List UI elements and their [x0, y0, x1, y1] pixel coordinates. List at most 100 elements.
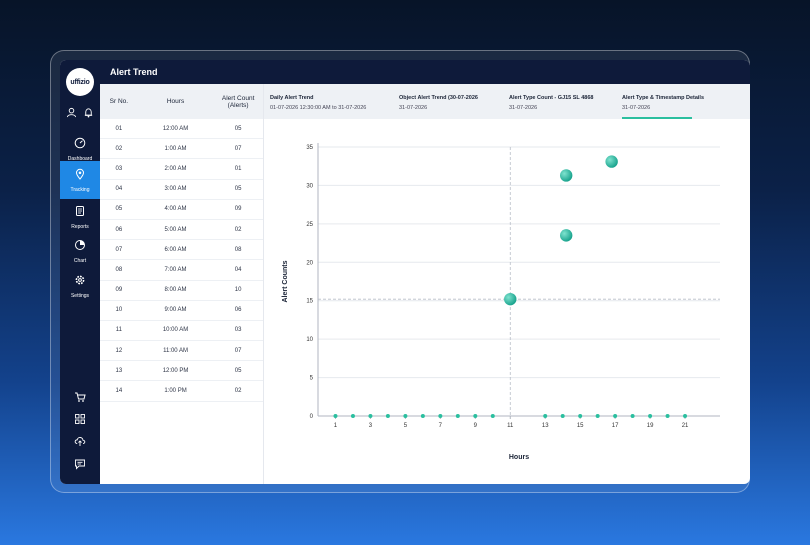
column-header[interactable]: Hours [166, 98, 185, 105]
table-row[interactable]: 02 1:00 AM 07 [100, 139, 263, 160]
logo: uffizio [66, 68, 94, 96]
data-point [683, 414, 688, 418]
table-row[interactable]: 06 5:00 AM 02 [100, 220, 263, 241]
table-cell: 01 [234, 165, 242, 172]
table-cell: 14 [115, 388, 123, 395]
x-tick-label: 9 [474, 423, 478, 429]
table-cell: 12 [115, 347, 123, 354]
x-tick-label: 15 [577, 423, 584, 429]
table-cell: 5:00 AM [164, 226, 187, 233]
table-row[interactable]: 09 8:00 AM 10 [100, 281, 263, 301]
table-row[interactable]: 05 4:00 AM 09 [100, 200, 263, 220]
sidebar-item-settings[interactable]: Settings [60, 271, 100, 301]
tab-title: Daily Alert Trend [270, 95, 314, 101]
user-icon[interactable] [66, 105, 77, 123]
sidebar-item-chart[interactable]: Chart [60, 236, 100, 266]
tab-title: Object Alert Trend (30-07-2026 [399, 95, 478, 101]
x-tick-label: 17 [612, 423, 619, 429]
bell-icon[interactable] [83, 105, 94, 123]
tab-alert-type-count[interactable]: Alert Type Count - GJ15 SL 4868 31-07-20… [509, 93, 593, 113]
data-point [350, 414, 355, 418]
column-header[interactable]: Sr No. [109, 98, 129, 105]
table-row[interactable]: 11 10:00 AM 03 [100, 321, 263, 342]
data-point [630, 414, 635, 418]
table-cell: 06 [234, 307, 242, 314]
data-point-highlight [605, 155, 618, 168]
y-tick-label: 10 [306, 337, 313, 343]
tab-alert-type-timestamp[interactable]: Alert Type & Timestamp Details 31-07-202… [622, 93, 704, 113]
table-cell: 05 [234, 367, 242, 374]
document-icon [74, 204, 86, 222]
table-cell: 13 [115, 367, 123, 374]
table-cell: 07 [115, 246, 123, 253]
table-cell: 12:00 AM [162, 125, 189, 132]
table-row[interactable]: 04 3:00 AM 05 [100, 180, 263, 200]
table-row[interactable]: 14 1:00 PM 02 [100, 381, 263, 402]
table-cell: 02 [234, 388, 242, 395]
y-tick-label: 30 [306, 183, 313, 189]
grid-icon[interactable] [74, 412, 86, 424]
table-cell: 08 [234, 246, 242, 253]
table-cell: 7:00 AM [164, 266, 187, 273]
table-cell: 01 [115, 125, 123, 132]
alert-table: Sr No. Hours Alert Count (Alerts) 01 12:0… [100, 84, 264, 484]
cloud-upload-icon[interactable] [74, 434, 86, 446]
speedometer-icon [74, 136, 86, 154]
sidebar-item-tracking[interactable]: Tracking [60, 161, 100, 199]
tab-subtitle: 01-07-2026 12:30:00 AM to 31-07-2026 [270, 105, 367, 111]
tab-subtitle: 31-07-2026 [622, 105, 651, 111]
table-row[interactable]: 12 11:00 AM 07 [100, 341, 263, 362]
table-cell: 1:00 AM [164, 145, 187, 152]
y-axis-label: Alert Counts [282, 260, 289, 302]
app-window: uffizio Dashboard Tracking R [60, 60, 750, 484]
table-row[interactable]: 03 2:00 AM 01 [100, 159, 263, 180]
y-tick-label: 5 [310, 376, 314, 382]
table-cell: 03 [234, 327, 242, 334]
table-row[interactable]: 01 12:00 AM 05 [100, 119, 263, 140]
y-tick-label: 20 [306, 260, 313, 266]
data-point [333, 414, 338, 418]
data-point [560, 414, 565, 418]
tab-bar: Daily Alert Trend 01-07-2026 12:30:00 AM… [264, 84, 750, 119]
tab-subtitle: 31-07-2026 [399, 105, 428, 111]
data-point [648, 414, 653, 418]
data-point-highlight [559, 229, 573, 242]
data-point [455, 414, 460, 418]
table-cell: 4:00 AM [164, 206, 187, 213]
data-point [420, 414, 425, 418]
pie-chart-icon [74, 238, 86, 256]
tab-daily-alert-trend[interactable]: Daily Alert Trend 01-07-2026 12:30:00 AM… [270, 93, 366, 113]
table-row[interactable]: 10 9:00 AM 06 [100, 301, 263, 321]
y-tick-label: 0 [310, 414, 314, 420]
data-point-highlight [504, 292, 517, 306]
sidebar-item-label: Dashboard [67, 156, 93, 162]
gear-icon [74, 273, 86, 291]
table-cell: 02 [115, 145, 123, 152]
x-tick-label: 5 [404, 423, 408, 429]
chat-icon[interactable] [74, 457, 86, 470]
table-row[interactable]: 13 12:00 PM 05 [100, 361, 263, 382]
data-point [665, 414, 670, 418]
y-tick-label: 35 [306, 145, 313, 151]
tab-title: Alert Type Count - GJ15 SL 4868 [509, 95, 594, 101]
data-point [613, 414, 618, 418]
x-axis-label: Hours [509, 454, 529, 461]
tab-object-alert-trend[interactable]: Object Alert Trend (30-07-2026 31-07-202… [399, 93, 478, 113]
sidebar-item-label: Reports [71, 224, 89, 230]
table-cell: 07 [234, 145, 242, 152]
data-point [578, 414, 583, 418]
table-cell: 04 [234, 266, 242, 273]
table-row[interactable]: 08 7:00 AM 04 [100, 260, 263, 281]
x-tick-label: 11 [507, 423, 514, 429]
x-tick-label: 7 [439, 423, 443, 429]
table-cell: 02 [234, 226, 242, 233]
table-cell: 07 [234, 347, 242, 354]
sidebar-item-dashboard[interactable]: Dashboard [60, 134, 100, 164]
table-row[interactable]: 07 6:00 AM 08 [100, 240, 263, 261]
cart-icon[interactable] [74, 390, 86, 402]
sidebar-item-reports[interactable]: Reports [60, 202, 100, 232]
x-tick-label: 1 [334, 423, 338, 429]
tab-subtitle: 31-07-2026 [509, 105, 538, 111]
column-header[interactable]: Alert Count (Alerts) [221, 94, 255, 109]
table-cell: 1:00 PM [164, 388, 187, 395]
